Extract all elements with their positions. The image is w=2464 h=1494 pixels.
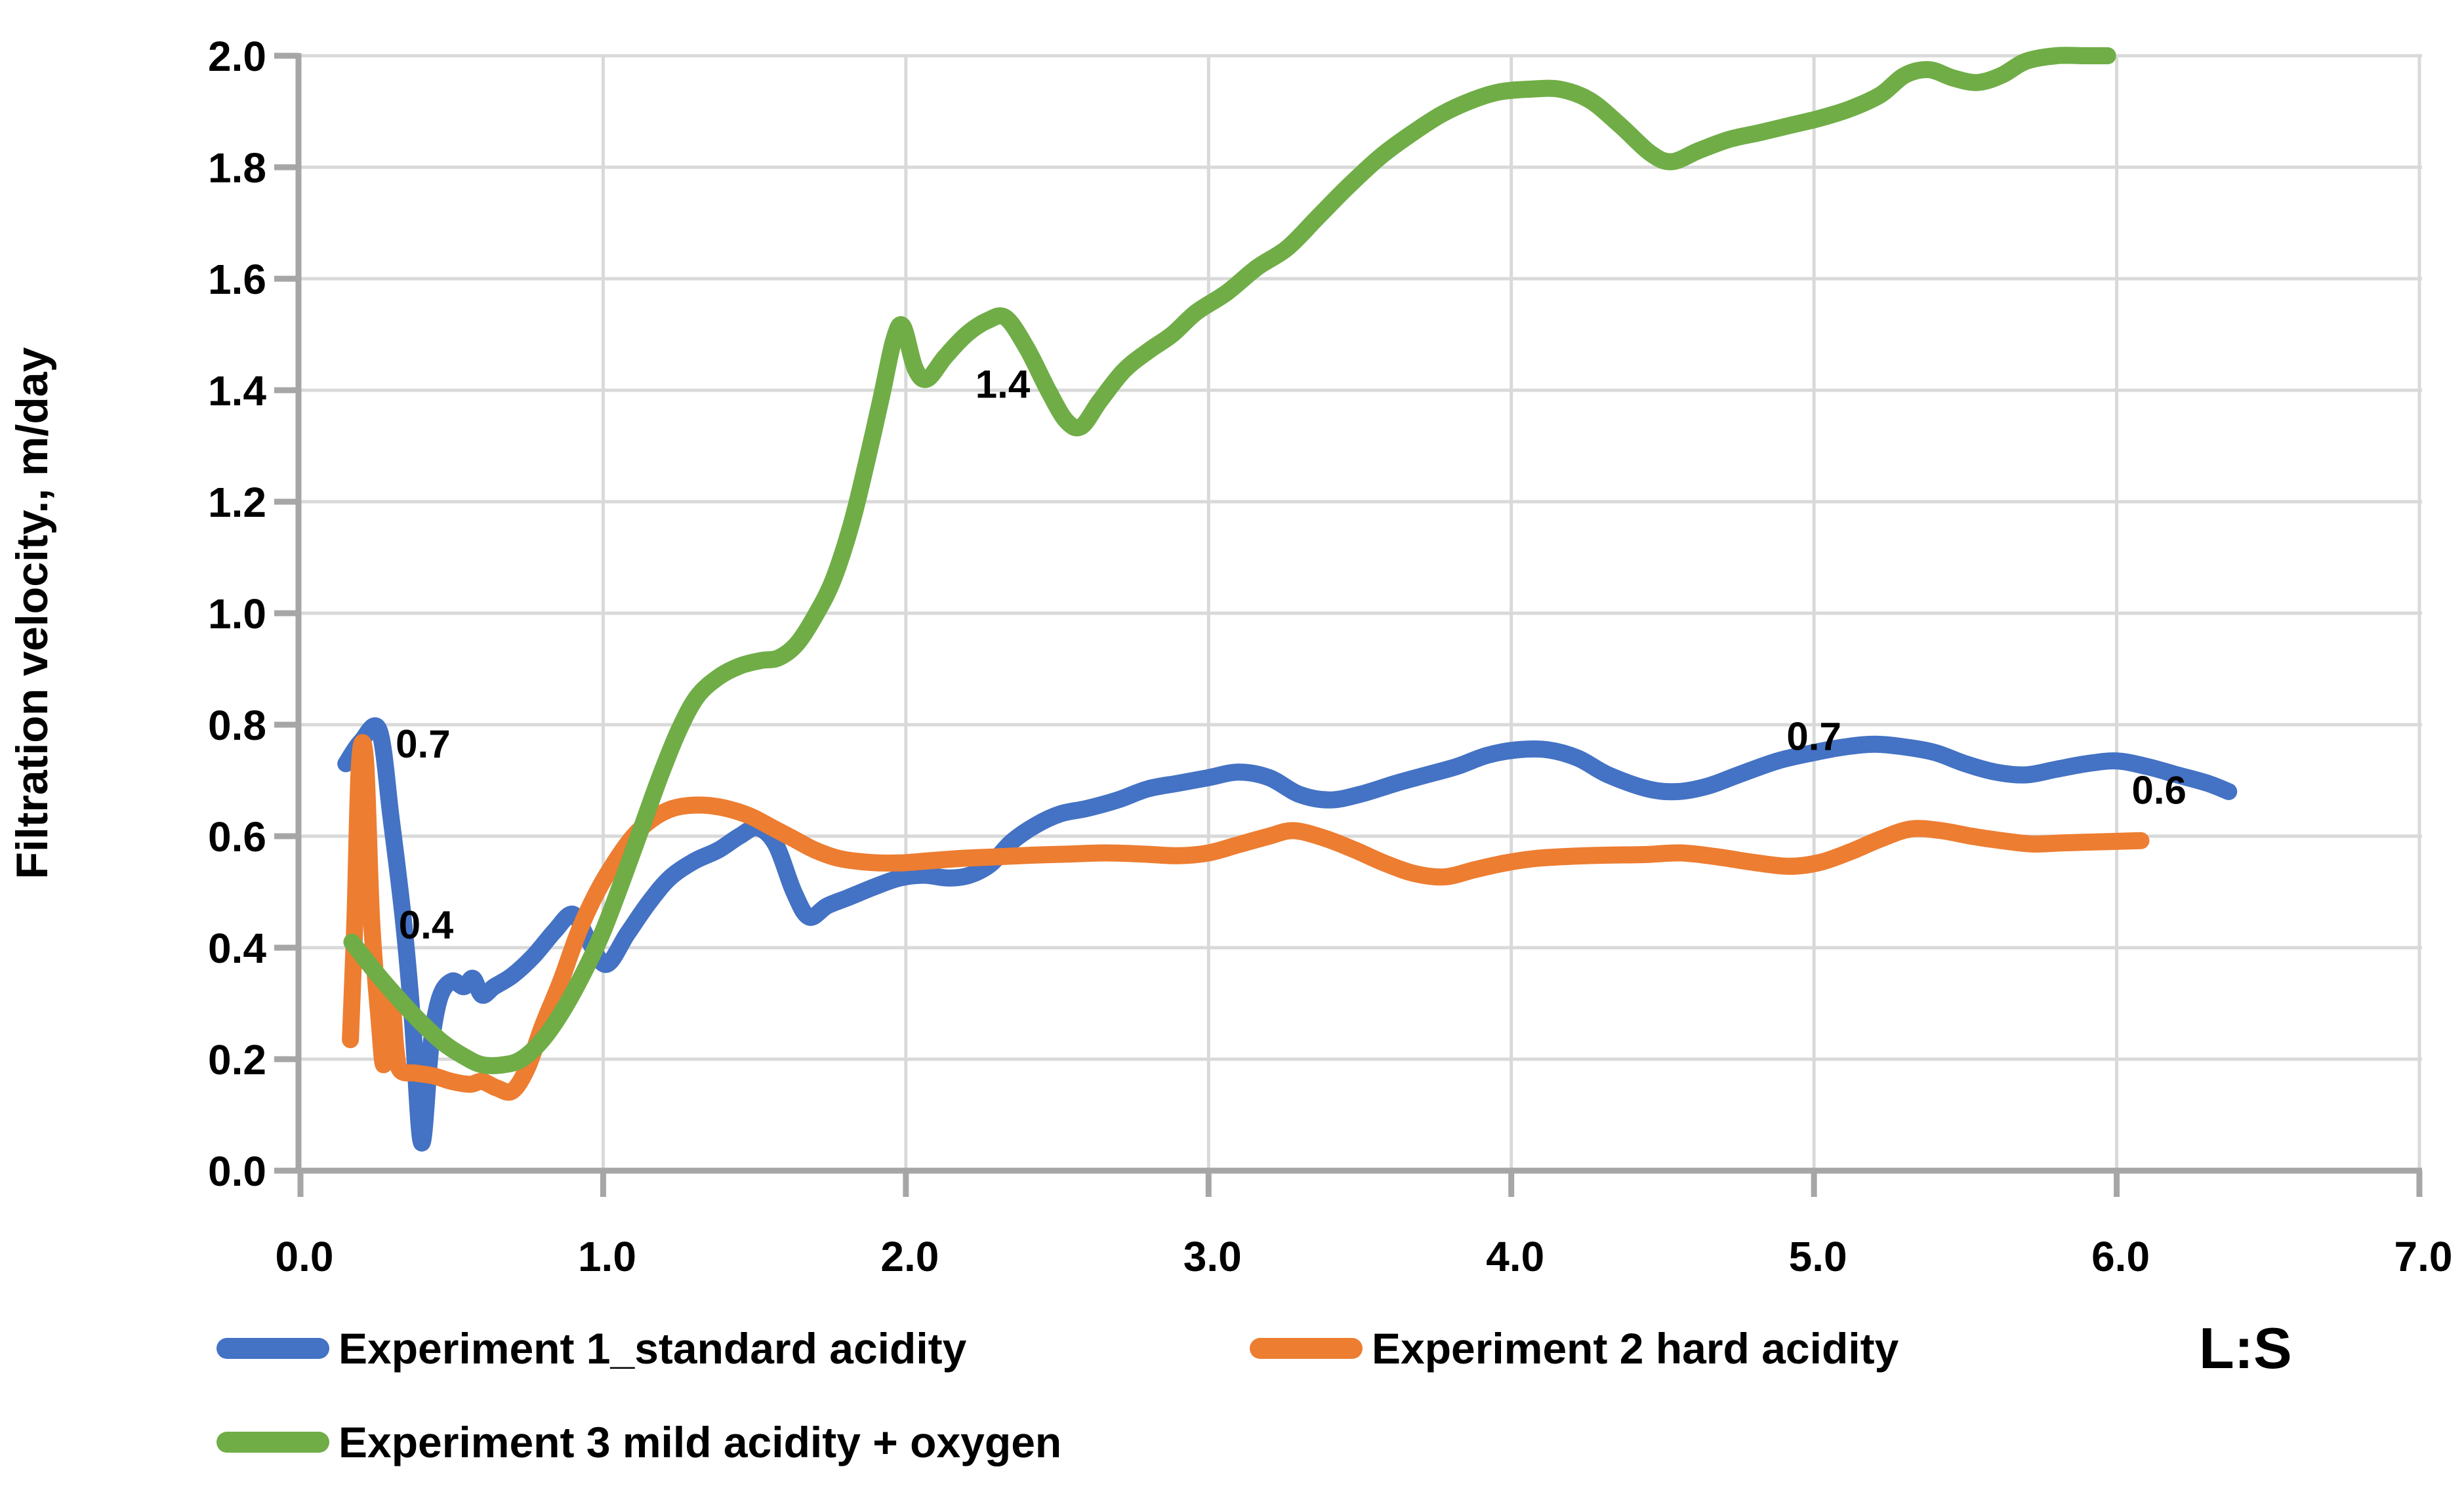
x-tick-label: 1.0 (578, 1233, 636, 1280)
series-line-3 (343, 47, 2116, 1074)
legend-label-experiment-2: Experiment 2 hard acidity (1372, 1324, 1899, 1373)
series-line-2 (342, 734, 2150, 1101)
data-label: 0.6 (2131, 768, 2186, 812)
x-tick-label: 6.0 (2091, 1233, 2150, 1280)
series-line-1 (337, 717, 2238, 1152)
legend-item-experiment-2: Experiment 2 hard acidity (1250, 1323, 1899, 1373)
x-tick-label: 3.0 (1183, 1233, 1242, 1280)
legend-item-experiment-1: Experiment 1_standard acidity (216, 1323, 966, 1373)
legend-label-experiment-1: Experiment 1_standard acidity (339, 1324, 967, 1373)
x-tick-label: 2.0 (880, 1233, 939, 1280)
legend-label-experiment-3: Experiment 3 mild acidity + oxygen (339, 1418, 1062, 1466)
legend-swatch-orange-icon (1250, 1338, 1363, 1359)
y-tick-label: 0.6 (208, 813, 266, 860)
y-tick-label: 1.6 (208, 256, 266, 303)
data-label: 1.4 (975, 363, 1031, 407)
y-tick-label: 1.4 (208, 367, 266, 414)
y-tick-label: 2.0 (208, 33, 266, 80)
x-tick-label: 4.0 (1486, 1233, 1544, 1280)
y-tick-label: 1.0 (208, 590, 266, 637)
data-label: 0.7 (396, 722, 450, 766)
x-tick-label: 5.0 (1789, 1233, 1847, 1280)
y-tick-label: 0.2 (208, 1036, 266, 1083)
x-tick-label: 0.0 (276, 1233, 334, 1280)
y-axis-title: Filtration velocity., m/day (7, 347, 57, 879)
legend-swatch-green-icon (216, 1432, 329, 1453)
data-label: 0.4 (399, 903, 454, 947)
y-tick-label: 0.4 (208, 925, 266, 972)
y-tick-label: 1.2 (208, 479, 266, 526)
x-tick-label: 7.0 (2394, 1233, 2453, 1280)
y-tick-label: 0.0 (208, 1148, 266, 1195)
x-axis-title: L:S (2199, 1316, 2292, 1381)
data-label: 0.7 (1786, 715, 1841, 759)
legend-item-experiment-3: Experiment 3 mild acidity + oxygen (216, 1417, 1061, 1467)
legend-swatch-blue-icon (216, 1338, 329, 1359)
y-tick-label: 0.8 (208, 702, 266, 749)
y-tick-label: 1.8 (208, 144, 266, 192)
